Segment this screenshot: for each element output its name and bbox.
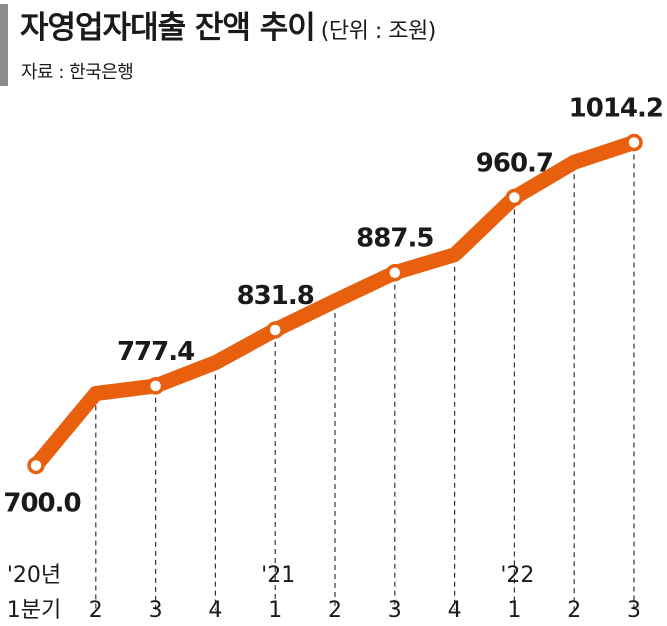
data-label: 777.4 <box>117 337 194 367</box>
quarter-label: 2 <box>89 598 103 623</box>
series-layer <box>28 135 642 473</box>
year-label: '22 <box>500 563 534 588</box>
data-label: 960.7 <box>476 149 553 179</box>
grid-layer <box>95 154 635 610</box>
quarter-label: 3 <box>149 598 163 623</box>
data-label-layer: 700.0 777.4 831.8 887.5 960.7 1014.2 <box>3 94 664 519</box>
data-label: 1014.2 <box>569 94 663 124</box>
data-point-marker <box>266 321 284 339</box>
quarter-label: 2 <box>567 598 581 623</box>
quarter-label: 4 <box>208 598 222 623</box>
chart-title: 자영업자대출 잔액 추이 <box>20 10 316 46</box>
data-point-marker <box>386 263 404 282</box>
chart-source: 자료 : 한국은행 <box>21 62 134 83</box>
data-label: 700.0 <box>3 488 80 518</box>
title-accent-bar <box>0 4 8 86</box>
quarter-label: 1분기 <box>7 598 61 623</box>
quarter-label: 1 <box>268 598 282 623</box>
series-line <box>28 135 642 473</box>
x-axis-labels: '20년 '21 '22 1분기 2 3 4 1 2 3 4 1 2 3 <box>7 563 641 623</box>
data-label: 887.5 <box>356 224 433 254</box>
quarter-label: 3 <box>627 598 641 623</box>
marker-layer <box>27 133 643 475</box>
chart-unit: (단위 : 조원) <box>320 19 437 44</box>
data-point-marker <box>27 456 45 475</box>
data-point-marker <box>505 188 524 207</box>
quarter-label: 2 <box>328 598 342 623</box>
data-label: 831.8 <box>237 281 314 311</box>
quarter-label: 1 <box>507 598 521 623</box>
quarter-label: 3 <box>388 598 402 623</box>
year-label: '21 <box>261 563 295 588</box>
year-label: '20년 <box>7 563 61 588</box>
data-point-marker <box>146 377 165 395</box>
chart-title-block: 자영업자대출 잔액 추이 (단위 : 조원) <box>20 2 436 47</box>
data-point-marker <box>625 133 643 152</box>
quarter-label: 4 <box>448 598 462 623</box>
